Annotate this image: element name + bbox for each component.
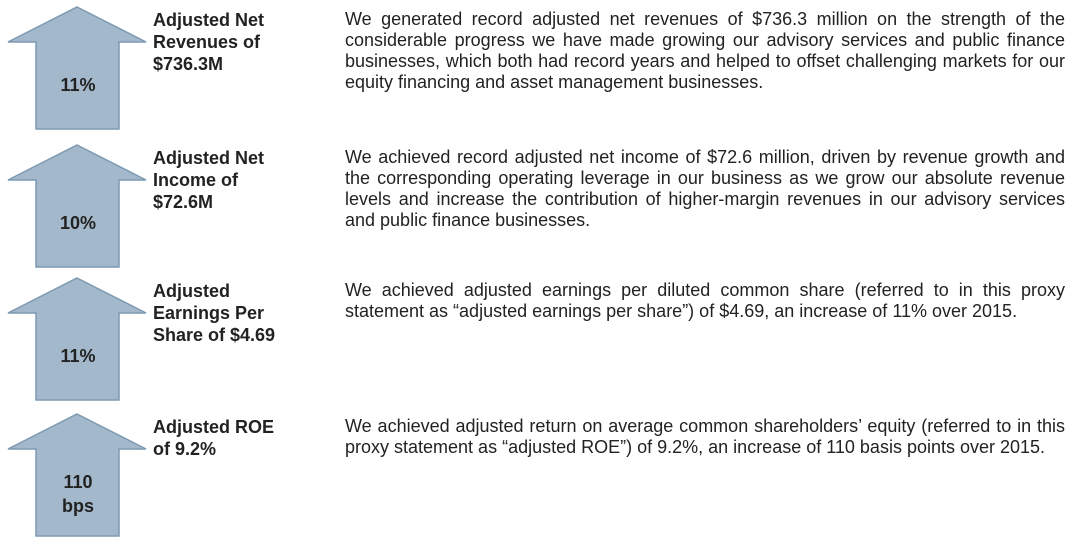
highlight-row: 11% Adjusted Earnings Per Share of $4.69 We … xyxy=(0,276,1074,406)
up-arrow xyxy=(7,144,147,268)
heading-line: Income of xyxy=(153,170,239,190)
arrow-label-line: 10% xyxy=(59,213,97,233)
up-arrow xyxy=(7,277,147,401)
arrow-shape xyxy=(7,277,147,401)
highlight-row: 10% Adjusted Net Income of $72.6M We achieve… xyxy=(0,143,1074,273)
up-arrow xyxy=(7,413,147,537)
heading-line: Earnings Per xyxy=(153,303,265,323)
heading-line: Adjusted ROE xyxy=(153,417,275,437)
heading-line: Adjusted Net xyxy=(153,10,265,30)
heading-line: Revenues of xyxy=(153,32,261,52)
heading-line: of 9.2% xyxy=(153,439,217,459)
description: We achieved record adjusted net income o… xyxy=(345,147,1065,230)
arrow-label-line: 110 xyxy=(63,472,93,492)
description: We achieved adjusted return on average c… xyxy=(345,416,1065,457)
description: We achieved adjusted earnings per dilute… xyxy=(345,280,1065,321)
heading: Adjusted Net Income of $72.6M xyxy=(153,147,338,213)
heading-line: $736.3M xyxy=(153,54,224,74)
heading-line: Adjusted Net xyxy=(153,148,265,168)
heading-line: Share of $4.69 xyxy=(153,325,276,345)
arrow-label-line: 11% xyxy=(60,75,96,95)
heading: Adjusted ROE of 9.2% xyxy=(153,416,338,460)
arrow-label-line: bps xyxy=(61,496,94,516)
arrow-label: 11% xyxy=(37,73,119,97)
arrow-shape xyxy=(7,6,147,130)
arrow-shape xyxy=(7,413,147,537)
description: We generated record adjusted net revenue… xyxy=(345,9,1065,92)
heading-line: Adjusted xyxy=(153,281,231,301)
heading-line: $72.6M xyxy=(153,192,214,212)
arrow-shape xyxy=(7,144,147,268)
arrow-label: 110 bps xyxy=(37,470,119,518)
arrow-label-line: 11% xyxy=(60,346,96,366)
heading: Adjusted Net Revenues of $736.3M xyxy=(153,9,338,75)
arrow-label: 11% xyxy=(37,344,119,368)
heading: Adjusted Earnings Per Share of $4.69 xyxy=(153,280,338,346)
highlight-row: 11% Adjusted Net Revenues of $736.3M We gene… xyxy=(0,5,1074,135)
highlight-row: 110 bps Adjusted ROE of 9.2% We achieved adj… xyxy=(0,412,1074,542)
arrow-label: 10% xyxy=(37,211,119,235)
up-arrow xyxy=(7,6,147,130)
